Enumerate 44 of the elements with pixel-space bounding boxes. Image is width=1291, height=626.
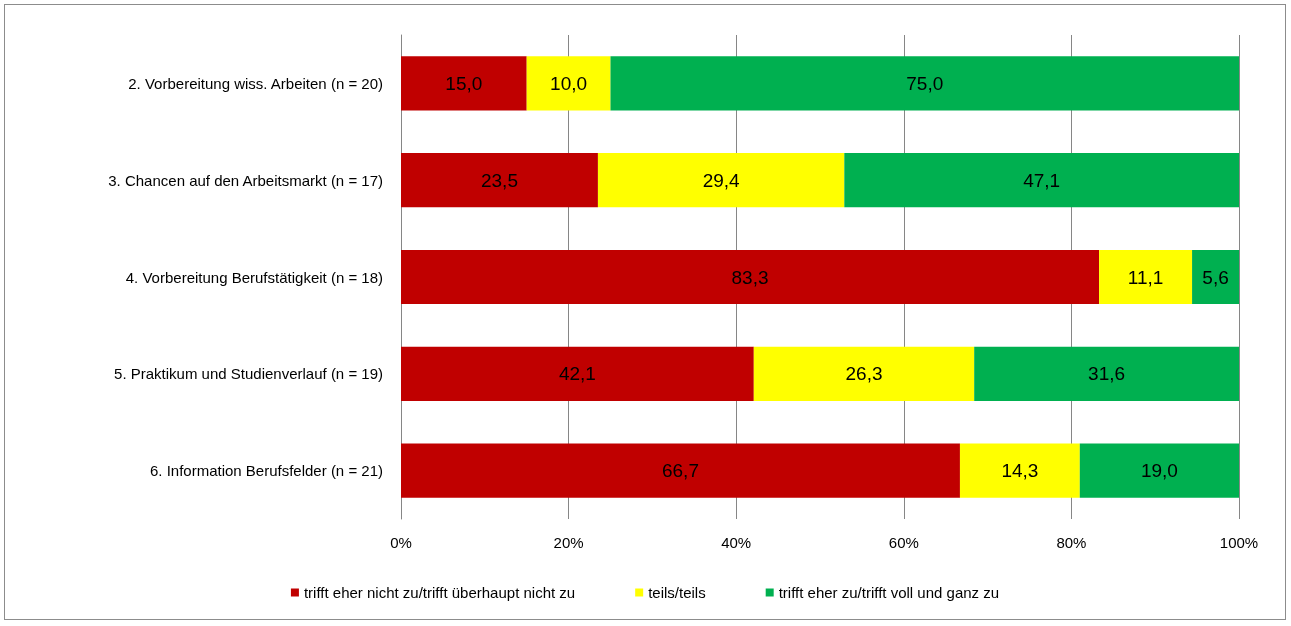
data-label: 75,0	[906, 72, 944, 94]
bar	[401, 346, 754, 401]
bar	[1192, 249, 1239, 305]
legend-label: teils/teils	[648, 584, 706, 601]
y-tick-label: 6. Information Berufsfelder (n = 21)	[149, 462, 383, 480]
y-tick-label: 2. Vorbereitung wiss. Arbeiten (n = 20)	[128, 74, 383, 92]
x-tick-label: 40%	[721, 534, 752, 551]
bar	[597, 153, 845, 208]
bar	[974, 346, 1239, 401]
x-tick-label: 20%	[553, 534, 584, 551]
data-label: 5,6	[1202, 266, 1229, 288]
data-label: 11,1	[1127, 266, 1164, 288]
bar	[844, 153, 1239, 208]
bar	[959, 443, 1080, 498]
legend-label: trifft eher nicht zu/trifft überhaupt nicht zu	[303, 584, 576, 601]
bar	[1099, 249, 1193, 305]
data-label: 47,1	[1023, 169, 1061, 191]
data-label: 29,4	[702, 169, 741, 191]
data-label: 26,3	[845, 363, 883, 385]
data-label: 83,3	[731, 266, 769, 288]
data-label: 31,6	[1088, 363, 1126, 385]
x-tick-label: 0%	[390, 534, 412, 551]
y-tick-label: 5. Praktikum und Studienverlauf (n = 19)	[114, 365, 383, 383]
data-label: 15,0	[445, 72, 483, 94]
bar	[401, 56, 527, 111]
bar	[401, 153, 598, 208]
x-tick-label: 80%	[1056, 534, 1087, 551]
data-label: 14,3	[1001, 460, 1039, 482]
bar	[753, 346, 975, 401]
bar	[401, 249, 1100, 305]
legend-label: trifft eher zu/trifft voll und ganz zu	[778, 584, 1000, 601]
bar	[610, 56, 1239, 111]
x-tick-label: 60%	[888, 534, 919, 551]
data-label: 10,0	[550, 72, 588, 94]
bar	[1079, 443, 1239, 498]
bar	[401, 443, 960, 498]
y-tick-label: 4. Vorbereitung Berufstätigkeit (n = 18)	[125, 268, 383, 286]
y-tick-label: 3. Chancen auf den Arbeitsmarkt (n = 17)	[108, 171, 383, 189]
data-label: 42,1	[558, 363, 596, 385]
data-label: 19,0	[1140, 460, 1178, 482]
x-tick-label: 100%	[1219, 534, 1259, 551]
data-label: 66,7	[661, 460, 699, 482]
bar	[526, 56, 611, 111]
data-label: 23,5	[480, 169, 518, 191]
